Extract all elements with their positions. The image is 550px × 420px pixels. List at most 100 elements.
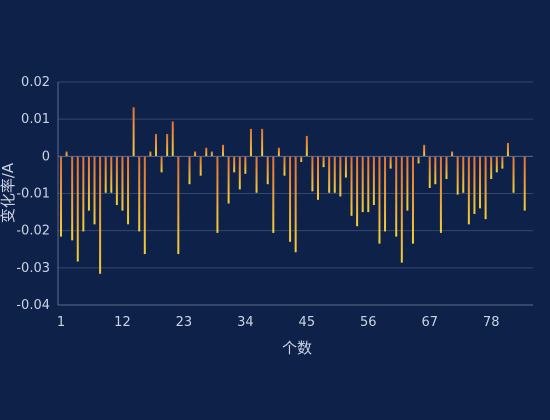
y-tick-label: -0.01 [16,187,50,202]
bar [462,156,465,193]
bar [199,156,202,176]
bar [188,156,191,185]
bar [233,156,236,173]
bar [87,156,90,211]
bar [205,147,208,157]
bar [479,156,482,209]
bar [417,156,420,164]
bar [65,151,68,157]
bar [322,156,325,168]
bar [138,156,141,232]
bars [60,107,526,274]
bar [356,156,359,227]
bar [339,156,342,197]
bar [82,156,85,232]
bar [99,156,102,274]
bar [344,156,347,178]
bar [277,147,280,157]
bar [93,156,96,225]
bar [121,156,124,211]
bar [60,156,62,237]
bar [506,142,509,157]
bar [210,151,213,157]
x-tick-label: 12 [114,315,131,330]
bar [149,151,152,157]
bar [512,156,515,193]
bar [104,156,107,193]
bar [127,156,130,225]
bar [434,156,437,185]
x-tick-label: 67 [421,315,438,330]
bar [289,156,292,242]
bar [216,156,219,233]
bar [378,156,381,244]
x-tick-label: 45 [299,315,316,330]
x-tick-label: 23 [176,315,193,330]
bar [467,156,470,225]
x-tick-label: 1 [57,315,65,330]
bar [294,156,297,253]
y-tick-label: 0 [42,149,50,164]
x-tick-label: 34 [237,315,254,330]
bar [110,156,113,193]
bar [177,156,180,255]
bar [451,151,454,157]
bar [283,156,286,176]
bar [272,156,275,233]
y-tick-label: -0.03 [16,261,50,276]
bar [132,107,135,157]
tick-labels: 0.02 0.01 0 -0.01 -0.02 -0.03 -0.04 1 12 23 34 45 56… [16,75,499,330]
bar [423,144,426,157]
bar [194,151,197,157]
bar [384,156,387,232]
bar [328,156,331,193]
bar [317,156,320,200]
y-axis-title: 变化率/A [0,162,17,223]
bar [389,156,392,169]
x-tick-label: 56 [360,315,377,330]
bar [484,156,487,220]
bar [244,156,247,174]
bar [395,156,398,237]
y-tick-label: 0.02 [21,75,50,90]
bar [227,156,230,204]
bar [71,156,74,241]
bar [501,156,504,169]
bar [154,134,157,157]
y-tick-label: 0.01 [21,112,50,127]
x-tick-label: 78 [483,315,500,330]
bar [523,156,526,211]
bar [261,128,264,157]
bar [361,156,364,213]
bar [171,121,174,157]
bar [495,156,498,173]
y-tick-label: -0.02 [16,224,50,239]
bar [249,128,252,157]
bar [311,156,314,192]
bar [350,156,353,216]
bar [143,156,146,255]
bar [439,156,442,233]
x-axis-title: 个数 [282,339,312,357]
bar [372,156,375,206]
bar [473,156,476,214]
bar [411,156,414,244]
bar [367,156,370,213]
bar [238,156,241,190]
bar [166,134,169,157]
bar [456,156,459,195]
bar [406,156,409,211]
bar [266,156,269,185]
bar [445,156,448,180]
axes [57,82,533,306]
bar [160,156,163,173]
bar [490,156,493,180]
bar [333,156,336,193]
bar [76,156,79,262]
bar [255,156,258,193]
y-tick-label: -0.04 [16,298,50,313]
bar [400,156,403,263]
bar [115,156,118,206]
